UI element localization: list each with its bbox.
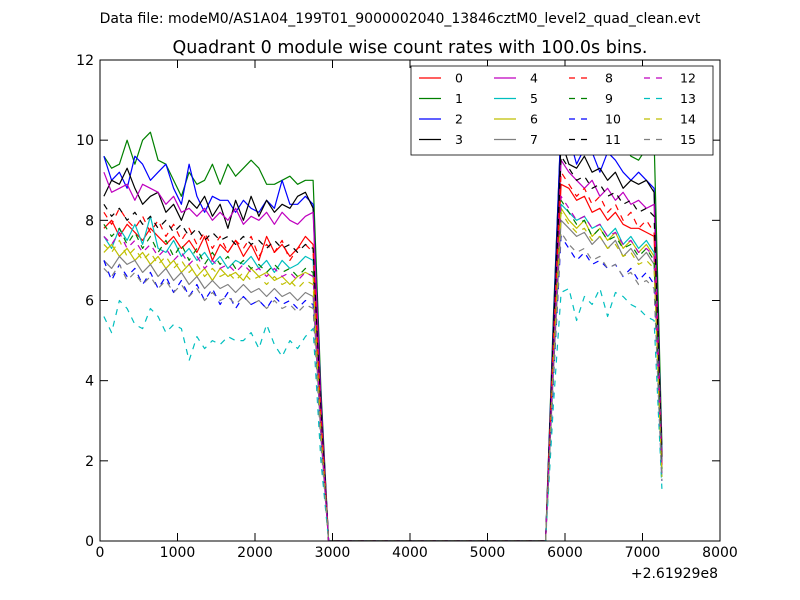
- series-line-8: [103, 171, 663, 541]
- y-tick-label: 6: [85, 294, 94, 310]
- x-tick-label: 5000: [470, 545, 506, 561]
- legend-label-4: 4: [530, 71, 538, 86]
- plot-area: 0 1000 2000 3000 4000 5000 6000 7000 80000246810…: [76, 53, 738, 561]
- y-tick-label: 8: [85, 213, 94, 229]
- legend-label-14: 14: [680, 112, 696, 127]
- series-line-3: [103, 139, 663, 541]
- x-tick-label: 2000: [237, 545, 273, 561]
- y-tick-label: 2: [85, 454, 94, 470]
- y-tick-label: 0: [85, 534, 94, 550]
- series-line-5: [103, 203, 663, 541]
- legend-label-1: 1: [455, 91, 463, 106]
- data-file-label: Data file: modeM0/AS1A04_199T01_90000020…: [100, 11, 701, 27]
- legend-label-5: 5: [530, 91, 538, 106]
- legend-frame: [410, 65, 714, 156]
- x-tick-label: 3000: [315, 545, 351, 561]
- series-line-14: [103, 211, 663, 541]
- y-tick-label: 4: [85, 374, 94, 390]
- legend-label-9: 9: [605, 91, 613, 106]
- legend-label-10: 10: [605, 112, 621, 127]
- legend-label-0: 0: [455, 71, 463, 86]
- series-line-10: [103, 235, 663, 541]
- legend-label-11: 11: [605, 132, 621, 147]
- chart-title: Quadrant 0 module wise count rates with …: [173, 38, 648, 58]
- x-offset-label: +2.61929e8: [631, 566, 718, 582]
- series-group: [103, 107, 663, 541]
- series-line-15: [103, 231, 663, 541]
- series-line-9: [103, 199, 663, 541]
- y-tick-label: 10: [76, 133, 94, 149]
- legend-label-2: 2: [455, 112, 463, 127]
- legend-label-7: 7: [530, 132, 538, 147]
- legend-label-3: 3: [455, 132, 463, 147]
- legend-label-15: 15: [680, 132, 696, 147]
- x-tick-label: 7000: [625, 545, 661, 561]
- legend-label-12: 12: [680, 71, 696, 86]
- legend-label-6: 6: [530, 112, 538, 127]
- tick-group: 0 1000 2000 3000 4000 5000 6000 7000 80000246810…: [76, 53, 738, 561]
- x-tick-label: 8000: [702, 545, 738, 561]
- legend-label-13: 13: [680, 91, 696, 106]
- series-line-4: [103, 159, 663, 541]
- series-line-12: [103, 195, 663, 541]
- x-tick-label: 6000: [547, 545, 583, 561]
- series-line-7: [103, 219, 663, 541]
- series-line-2: [103, 119, 663, 541]
- series-line-13: [103, 287, 663, 541]
- x-tick-label: 1000: [160, 545, 196, 561]
- legend-label-8: 8: [605, 71, 613, 86]
- y-tick-label: 12: [76, 53, 94, 69]
- x-tick-label: 0: [96, 545, 105, 561]
- x-tick-label: 4000: [392, 545, 428, 561]
- series-line-0: [103, 183, 663, 541]
- series-line-11: [103, 155, 663, 541]
